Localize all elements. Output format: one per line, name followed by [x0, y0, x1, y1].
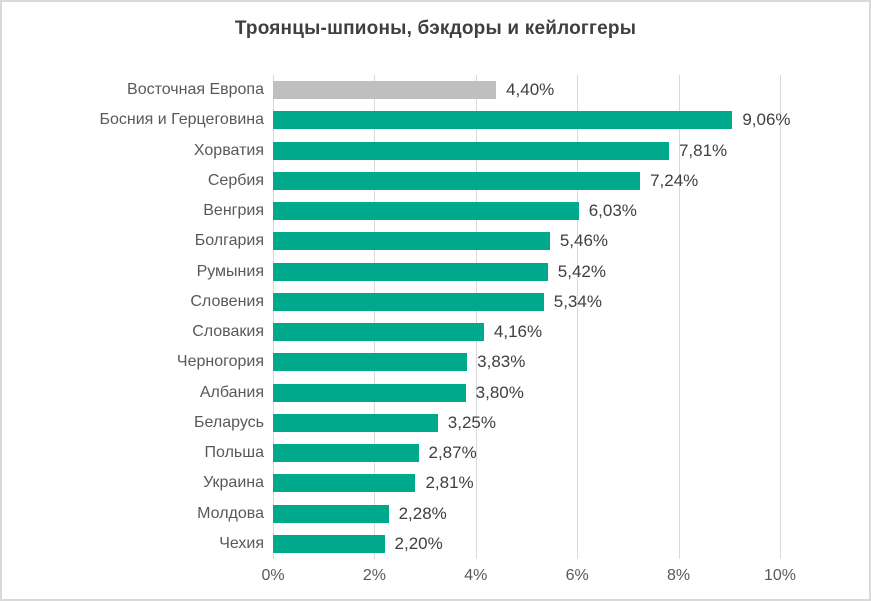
category-label: Венгрия	[203, 202, 264, 220]
chart-row: Черногория 3,83%	[2, 347, 869, 377]
bar	[273, 141, 669, 160]
x-tick-label: 4%	[464, 567, 488, 584]
category-label: Черногория	[176, 353, 264, 371]
value-label: 2,87%	[428, 443, 477, 463]
value-label: 2,81%	[425, 473, 474, 493]
value-label: 6,03%	[588, 201, 637, 221]
value-label: 3,25%	[447, 412, 496, 432]
bar	[273, 292, 544, 311]
chart-row: Босния и Герцеговина 9,06%	[2, 105, 869, 135]
x-tick-label: 8%	[667, 567, 691, 584]
x-tick-label: 0%	[261, 567, 285, 584]
x-tick-label: 6%	[565, 567, 589, 584]
bar	[273, 262, 548, 281]
chart-row: Беларусь 3,25%	[2, 408, 869, 438]
bar	[273, 474, 416, 493]
chart-row: Чехия 2,20%	[2, 529, 869, 559]
category-label: Хорватия	[193, 141, 264, 159]
bar	[273, 504, 389, 523]
value-label: 5,34%	[553, 291, 602, 311]
category-label: Болгария	[194, 232, 264, 250]
gridline	[475, 75, 477, 559]
category-label: Румыния	[196, 262, 264, 280]
value-label: 7,24%	[650, 170, 699, 190]
chart-title: Троянцы-шпионы, бэкдоры и кейлоггеры	[234, 18, 637, 39]
bar	[273, 383, 466, 402]
category-label: Словакия	[192, 323, 264, 341]
value-label: 4,16%	[493, 322, 543, 342]
bar	[273, 171, 641, 190]
chart-row: Польша 2,87%	[2, 438, 869, 468]
category-label: Украина	[203, 474, 264, 492]
bar	[273, 353, 468, 372]
bar	[273, 534, 385, 553]
gridline	[678, 75, 680, 559]
bar	[273, 444, 419, 463]
value-label: 5,42%	[557, 261, 606, 281]
gridline	[273, 75, 274, 559]
chart-row: Хорватия 7,81%	[2, 136, 869, 166]
category-label: Босния и Герцеговина	[99, 111, 265, 129]
bar	[273, 202, 579, 221]
category-label: Восточная Европа	[127, 81, 264, 99]
chart-row: Болгария 5,46%	[2, 226, 869, 256]
chart-row: Румыния 5,42%	[2, 257, 869, 287]
value-label: 3,80%	[475, 382, 524, 402]
value-label: 2,20%	[394, 533, 443, 553]
category-label: Молдова	[197, 504, 264, 522]
category-label: Албания	[199, 383, 264, 401]
bar	[273, 232, 550, 251]
category-label: Сербия	[207, 171, 264, 189]
category-label: Беларусь	[194, 413, 264, 431]
value-label: 7,81%	[678, 140, 728, 160]
category-label: Словения	[190, 292, 264, 310]
category-label: Польша	[204, 444, 264, 462]
bar	[273, 111, 733, 130]
x-tick-label: 2%	[362, 567, 386, 584]
bar	[273, 81, 497, 100]
value-label: 9,06%	[742, 110, 791, 130]
x-tick-label: 10%	[763, 567, 797, 584]
value-label: 4,40%	[506, 80, 555, 100]
category-label: Чехия	[219, 534, 264, 552]
gridline	[780, 75, 781, 559]
value-label: 2,28%	[398, 503, 447, 523]
value-label: 5,46%	[559, 231, 609, 251]
chart-row: Сербия 7,24%	[2, 166, 869, 196]
chart-row: Украина 2,81%	[2, 468, 869, 498]
plot-area: Восточная Европа 4,40% Босния и Герцеговин…	[2, 75, 869, 559]
chart-row: Албания 3,80%	[2, 378, 869, 408]
chart-row: Словения 5,34%	[2, 287, 869, 317]
chart-row: Молдова 2,28%	[2, 499, 869, 529]
value-label: 3,83%	[477, 352, 526, 372]
chart-row: Словакия 4,16%	[2, 317, 869, 347]
chart-row: Восточная Европа 4,40%	[2, 75, 869, 105]
gridline	[577, 75, 579, 559]
bar	[273, 323, 484, 342]
gridline	[374, 75, 376, 559]
chart-row: Венгрия 6,03%	[2, 196, 869, 226]
bar	[273, 413, 438, 432]
